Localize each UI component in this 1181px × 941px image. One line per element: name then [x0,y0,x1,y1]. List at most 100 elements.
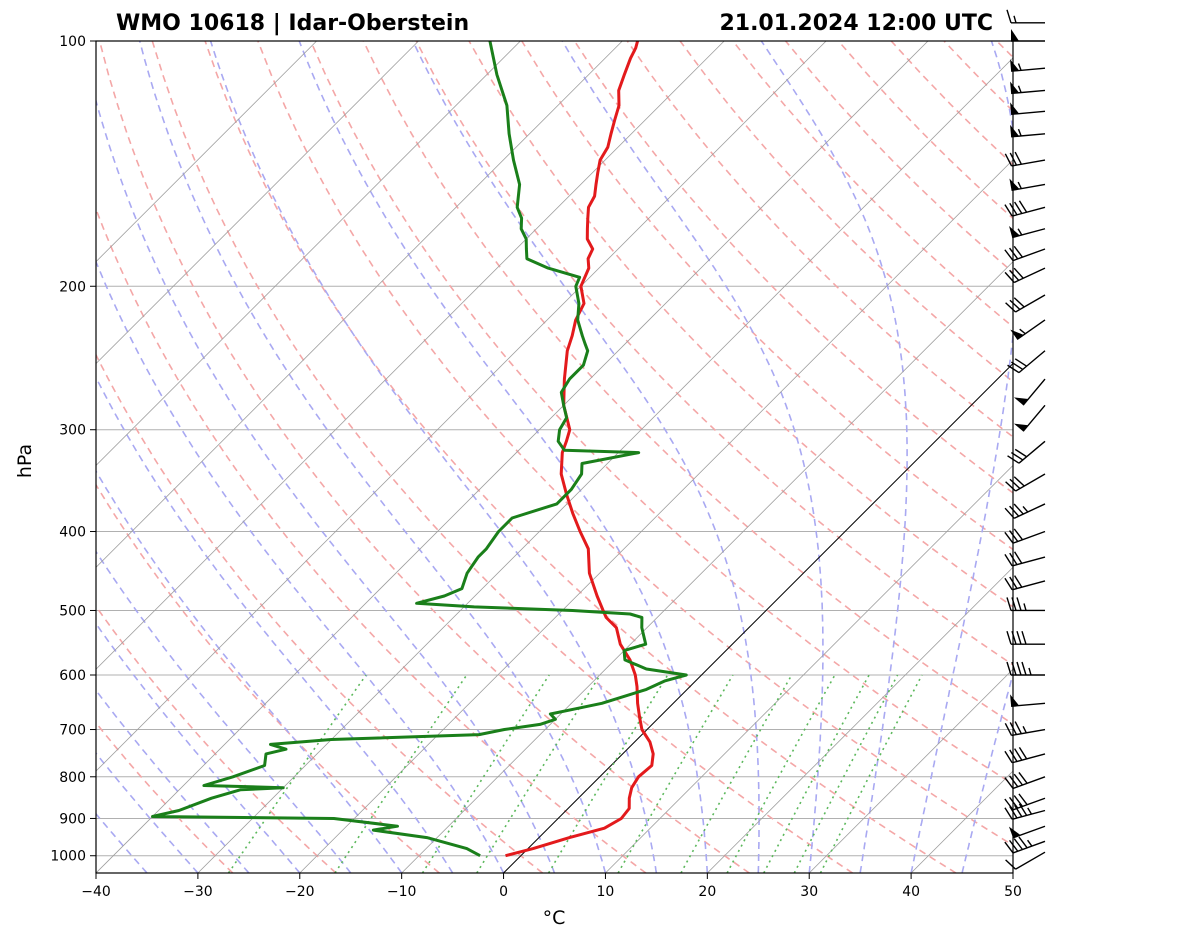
barb-feather [1004,807,1013,820]
barb-feather [1013,503,1024,515]
x-tick-label: −30 [183,884,213,900]
barb-pennant [1009,178,1020,191]
barb-staff [1012,248,1046,262]
barb-feather [1007,455,1020,464]
barb-staff [1011,809,1046,820]
barb-pennant [1010,124,1020,137]
mixing-ratio-line [819,674,923,873]
zero-isotherm [503,362,1013,873]
barb-feather [1013,476,1025,487]
barb-feather [1013,551,1023,564]
barb-feather [1013,575,1023,588]
barb-feather [1016,630,1022,645]
barb-half-feather [1017,228,1023,236]
dewpoint-line [151,41,688,858]
isotherm-line [707,566,1013,873]
dry-adiabat [573,41,1013,494]
x-tick-label: 0 [499,884,508,900]
moist-adiabat [96,812,148,873]
moist-adiabat [96,689,250,873]
wind-barb [1004,575,1046,591]
wind-barbs [1004,9,1046,870]
x-axis-label: °C [543,907,566,929]
wind-barb [1006,597,1045,612]
barb-pennant [1010,694,1020,707]
y-axis-ticks: 100 200 300 400 500 600 700 800 900 1000 [50,34,96,865]
isotherm-line [96,41,521,467]
barb-half-feather [1017,181,1022,189]
barb-staff [1013,503,1046,519]
wind-barb [1004,793,1046,811]
barb-feather [1018,793,1028,806]
barb-feather [1013,297,1025,308]
wind-barb [1009,178,1046,192]
barb-feather [1008,247,1019,260]
wind-barb [1006,661,1045,676]
x-tick-label: −20 [285,884,315,900]
barb-feather [1004,204,1013,217]
barb-feather [1006,597,1012,611]
barb-feather [1013,245,1024,258]
moist-adiabat [96,97,556,873]
mixing-ratio-line [726,674,836,873]
barb-feather [1013,804,1023,818]
wind-barb [1013,378,1046,406]
barb-feather [1009,806,1018,819]
barb-feather [1009,722,1018,735]
wind-barb [1004,551,1046,567]
dry-adiabat [96,483,440,873]
barb-feather [1005,859,1017,870]
dry-adiabat [415,41,1013,666]
moist-adiabat [138,41,607,873]
wind-barb [1010,694,1046,707]
barb-staff [1011,556,1046,567]
barb-half-feather [1013,15,1017,24]
barb-half-feather [1027,839,1033,847]
barb-staff [1022,404,1046,432]
barb-feather [1004,577,1013,591]
wind-barb [1010,319,1046,341]
wind-barb [1010,59,1046,72]
barb-feather [1009,269,1020,281]
barb-feather [1005,302,1017,313]
barb-feather [1008,796,1019,809]
barb-feather [1013,838,1024,850]
isotherm-line [96,41,317,263]
barb-staff [1012,776,1046,790]
barb-staff [1011,159,1046,167]
wind-barb [1004,836,1046,854]
wind-barb [1005,294,1046,313]
barb-half-feather [1023,603,1027,611]
wind-barb [1004,503,1046,519]
wind-barb [1007,440,1046,464]
moist-adiabat [96,550,352,873]
wind-barb [1006,630,1045,645]
x-tick-label: −40 [81,884,111,900]
barb-pennant [1010,329,1024,340]
barb-staff [1011,206,1046,217]
barb-feather [1004,798,1014,811]
barb-staff [1011,133,1046,138]
barb-pennant [1010,59,1020,72]
barb-pennant [1008,826,1021,838]
barb-staff [1013,267,1046,284]
barb-staff [1015,851,1046,870]
mixing-ratio-line [617,674,734,873]
dry-adiabat [96,604,337,873]
barb-staff [1012,840,1046,854]
wind-barb [1004,803,1046,820]
barb-half-feather [1017,128,1022,137]
wind-barb [1004,721,1046,737]
wind-barb [1004,746,1046,764]
x-tick-label: 50 [1004,884,1022,900]
y-tick-label: 400 [59,525,86,541]
y-tick-label: 200 [59,279,86,295]
isotherm-line [605,464,1013,873]
x-tick-label: −10 [387,884,417,900]
barb-feather [1009,552,1018,565]
dry-adiabat [204,41,957,873]
barb-half-feather [1017,63,1022,71]
mixing-ratio-line [227,674,367,873]
